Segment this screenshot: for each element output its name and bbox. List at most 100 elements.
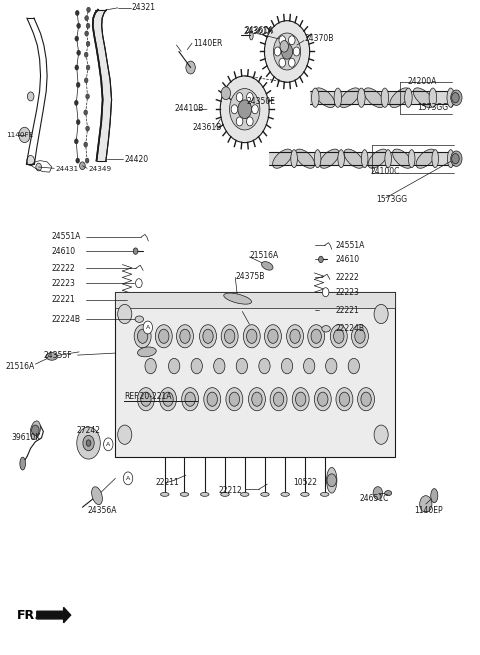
Circle shape (80, 162, 85, 170)
Ellipse shape (358, 88, 365, 107)
Circle shape (84, 52, 88, 57)
Bar (269, 152, 456, 165)
Text: 24610: 24610 (335, 255, 359, 264)
Text: 24349: 24349 (88, 166, 112, 172)
Polygon shape (37, 607, 71, 623)
Circle shape (75, 65, 79, 70)
Circle shape (374, 305, 388, 324)
Circle shape (264, 325, 281, 348)
Circle shape (86, 440, 91, 446)
Circle shape (76, 119, 80, 124)
Ellipse shape (224, 293, 252, 304)
Ellipse shape (447, 88, 455, 107)
Circle shape (137, 388, 155, 411)
Ellipse shape (326, 468, 337, 493)
Circle shape (220, 76, 269, 143)
Circle shape (229, 392, 240, 406)
Circle shape (36, 163, 41, 171)
Text: 22224B: 22224B (52, 314, 81, 324)
Circle shape (134, 325, 151, 348)
Ellipse shape (364, 88, 384, 107)
Circle shape (296, 392, 306, 406)
Text: 24370B: 24370B (305, 34, 334, 43)
Ellipse shape (429, 88, 437, 107)
Ellipse shape (338, 150, 345, 168)
Circle shape (259, 358, 270, 374)
Circle shape (236, 92, 243, 102)
Text: 24356A: 24356A (87, 506, 117, 515)
Ellipse shape (416, 149, 435, 168)
Circle shape (308, 325, 324, 348)
Circle shape (292, 388, 309, 411)
Circle shape (231, 105, 238, 114)
Text: 1140FE: 1140FE (6, 132, 33, 138)
Circle shape (281, 358, 293, 374)
Text: 22222: 22222 (52, 264, 75, 273)
Circle shape (214, 358, 225, 374)
Circle shape (238, 100, 252, 119)
Ellipse shape (135, 316, 144, 322)
Circle shape (348, 358, 360, 374)
Circle shape (358, 388, 374, 411)
Ellipse shape (334, 88, 342, 107)
Circle shape (158, 329, 169, 343)
Circle shape (334, 329, 344, 343)
Ellipse shape (390, 88, 410, 107)
Text: 24200A: 24200A (408, 77, 437, 86)
Text: 24350E: 24350E (247, 97, 276, 106)
Circle shape (288, 36, 295, 45)
Text: 24420: 24420 (125, 155, 149, 164)
Ellipse shape (312, 88, 319, 107)
Circle shape (85, 31, 88, 36)
Text: 24551A: 24551A (52, 233, 81, 242)
Text: 22223: 22223 (52, 279, 76, 288)
Ellipse shape (322, 326, 330, 332)
Circle shape (287, 325, 303, 348)
Circle shape (288, 58, 295, 67)
Circle shape (221, 325, 238, 348)
Text: 24651C: 24651C (360, 494, 389, 503)
Circle shape (279, 58, 286, 67)
Text: 24361B: 24361B (193, 122, 222, 132)
Circle shape (145, 358, 156, 374)
Ellipse shape (281, 493, 289, 496)
Ellipse shape (261, 493, 269, 496)
Circle shape (207, 392, 217, 406)
Circle shape (249, 388, 265, 411)
Ellipse shape (361, 150, 368, 168)
Text: 27242: 27242 (76, 426, 100, 435)
Ellipse shape (314, 88, 335, 107)
Circle shape (200, 325, 216, 348)
Circle shape (451, 90, 462, 105)
Ellipse shape (314, 150, 321, 168)
Ellipse shape (321, 493, 329, 496)
Circle shape (280, 41, 288, 52)
Text: 22221: 22221 (335, 306, 359, 314)
Ellipse shape (381, 88, 389, 107)
Circle shape (236, 117, 243, 126)
Circle shape (168, 358, 180, 374)
Circle shape (86, 23, 90, 28)
Text: A: A (126, 476, 130, 481)
Circle shape (181, 388, 199, 411)
Text: 24431: 24431 (55, 166, 78, 172)
Text: FR.: FR. (16, 608, 40, 622)
Circle shape (27, 155, 35, 166)
Circle shape (32, 425, 39, 436)
Circle shape (452, 153, 459, 164)
Ellipse shape (137, 347, 156, 357)
Circle shape (143, 321, 153, 334)
Circle shape (74, 139, 78, 144)
Circle shape (84, 78, 88, 83)
Bar (115, 291, 395, 457)
Circle shape (325, 358, 337, 374)
Ellipse shape (320, 149, 339, 168)
Circle shape (319, 256, 323, 263)
Circle shape (84, 142, 87, 147)
Ellipse shape (201, 493, 209, 496)
Ellipse shape (262, 261, 273, 270)
Circle shape (177, 325, 193, 348)
Text: 22221: 22221 (52, 295, 75, 305)
Circle shape (118, 425, 132, 444)
Circle shape (327, 474, 336, 487)
